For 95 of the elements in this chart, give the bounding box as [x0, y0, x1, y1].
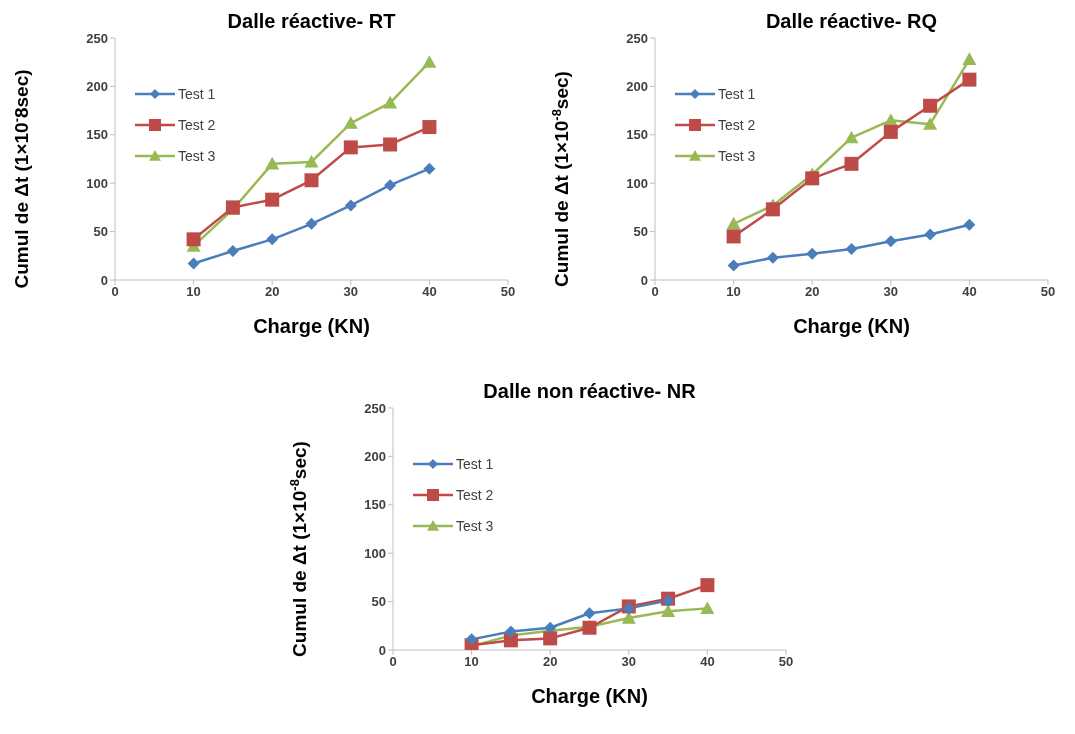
- x-tick-label: 10: [464, 654, 479, 670]
- point: [344, 199, 357, 212]
- legend-label: Test 1: [718, 85, 756, 102]
- x-tick-label: 0: [111, 284, 119, 300]
- x-tick-label: 0: [651, 284, 659, 300]
- y-tick-label: 100: [626, 175, 648, 191]
- x-tick-label: 30: [883, 284, 899, 300]
- point: [343, 116, 358, 129]
- legend-label: Test 3: [718, 147, 756, 164]
- y-tick-label: 200: [86, 79, 108, 95]
- point: [883, 124, 898, 139]
- legend-label: Test 1: [456, 455, 494, 472]
- point: [621, 611, 636, 624]
- y-tick-label: 0: [378, 642, 386, 658]
- x-tick-label: 50: [1040, 284, 1056, 300]
- point: [727, 259, 740, 272]
- y-tick-label: 0: [100, 272, 108, 288]
- y-tick-label: 200: [626, 79, 648, 95]
- x-tick-label: 30: [621, 654, 637, 670]
- x-tick-label: 40: [962, 284, 977, 300]
- x-tick-label: 0: [389, 654, 397, 670]
- point: [844, 156, 859, 171]
- point: [422, 120, 437, 135]
- point: [805, 171, 820, 186]
- point: [465, 633, 478, 646]
- y-tick-label: 200: [364, 449, 386, 465]
- x-axis-title: Charge (KN): [792, 315, 911, 338]
- y-tick-label: 250: [86, 30, 108, 46]
- point: [226, 244, 239, 257]
- point: [384, 179, 397, 192]
- point: [962, 52, 977, 65]
- y-tick-label: 250: [626, 30, 648, 46]
- x-tick-label: 40: [700, 654, 715, 670]
- point: [726, 229, 741, 244]
- y-tick-label: 150: [86, 127, 108, 143]
- x-tick-label: 50: [500, 284, 516, 300]
- y-tick-label: 100: [364, 545, 386, 561]
- legend-label: Test 3: [456, 517, 494, 534]
- point: [806, 247, 819, 260]
- legend-label: Test 3: [178, 147, 216, 164]
- point: [765, 202, 780, 217]
- y-tick-label: 100: [86, 175, 108, 191]
- x-tick-label: 30: [343, 284, 359, 300]
- point: [700, 601, 715, 614]
- point: [884, 235, 897, 248]
- y-tick-label: 50: [633, 224, 648, 240]
- x-tick-label: 20: [542, 654, 558, 670]
- point: [844, 130, 859, 144]
- x-axis-title: Charge (KN): [530, 685, 649, 708]
- legend-label: Test 2: [178, 116, 216, 133]
- point: [726, 216, 741, 230]
- y-tick-label: 250: [364, 400, 386, 416]
- point: [187, 257, 200, 270]
- x-tick-label: 40: [422, 284, 437, 300]
- x-tick-label: 10: [186, 284, 201, 300]
- point: [583, 607, 596, 620]
- legend-label: Test 2: [456, 486, 494, 503]
- point: [265, 156, 280, 170]
- x-tick-label: 10: [726, 284, 741, 300]
- point: [304, 173, 319, 188]
- point: [383, 137, 398, 152]
- point: [766, 251, 779, 264]
- point: [962, 72, 977, 87]
- point: [383, 95, 398, 109]
- point: [923, 98, 938, 113]
- y-tick-label: 150: [626, 127, 648, 143]
- y-tick-label: 150: [364, 497, 386, 513]
- point: [186, 232, 201, 247]
- point: [305, 217, 318, 230]
- chart-title: Dalle non réactive- NR: [482, 380, 697, 403]
- legend-label: Test 2: [718, 116, 756, 133]
- point: [845, 243, 858, 256]
- point: [543, 631, 558, 646]
- y-tick-label: 50: [371, 594, 386, 610]
- point: [963, 218, 976, 231]
- y-tick-label: 50: [93, 224, 108, 240]
- point: [423, 162, 436, 175]
- point: [923, 117, 938, 130]
- x-tick-label: 20: [264, 284, 280, 300]
- point: [304, 154, 319, 168]
- legend-label: Test 1: [178, 85, 216, 102]
- point: [504, 625, 517, 638]
- point: [422, 55, 437, 68]
- point: [266, 233, 279, 246]
- point: [924, 228, 937, 241]
- x-tick-label: 50: [778, 654, 794, 670]
- chart-title: Dalle réactive- RT: [226, 10, 397, 33]
- point: [700, 578, 715, 593]
- x-tick-label: 20: [804, 284, 820, 300]
- point: [661, 604, 676, 617]
- y-tick-label: 0: [640, 272, 648, 288]
- point: [343, 140, 358, 155]
- point: [265, 192, 280, 207]
- chart-title: Dalle réactive- RQ: [764, 10, 939, 33]
- x-axis-title: Charge (KN): [252, 315, 371, 338]
